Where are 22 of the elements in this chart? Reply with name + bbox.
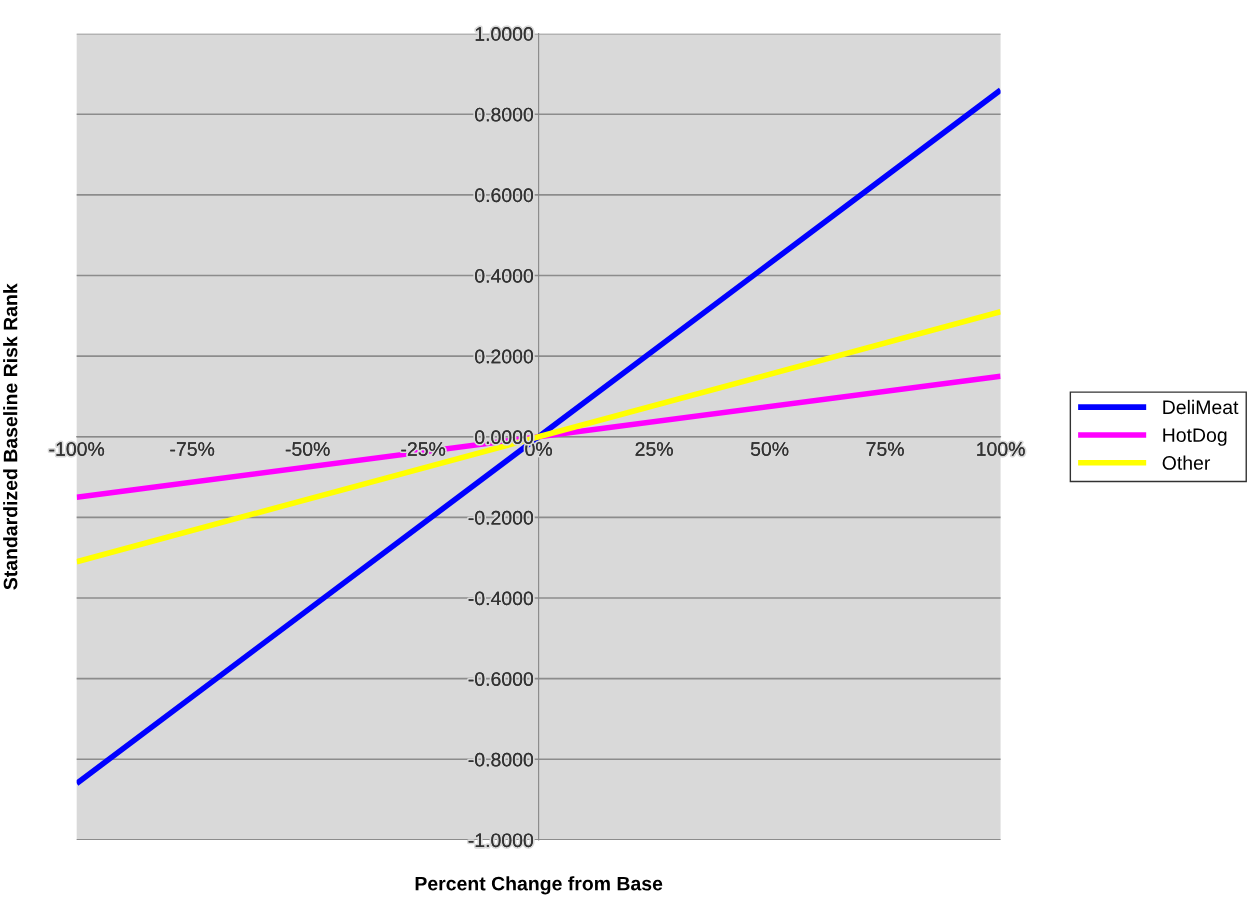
legend-label: Other (1162, 455, 1211, 470)
x-axis-title: Percent Change from Base (415, 876, 663, 895)
x-tick-label: 75% (866, 442, 904, 456)
x-tick-label: 100% (977, 442, 1025, 456)
y-tick-label: 0.8000 (475, 107, 534, 122)
x-tick-label: -50% (285, 442, 330, 456)
y-tick-label: -0.4000 (468, 591, 534, 606)
y-tick-label: 0.2000 (475, 349, 534, 364)
y-tick-label: -1.0000 (468, 833, 534, 848)
x-tick-label: -100% (49, 442, 105, 456)
x-tick-label: -75% (170, 442, 215, 456)
y-tick-label: 1.0000 (475, 27, 534, 41)
y-tick-label: -0.2000 (468, 510, 534, 525)
y-tick-label: 0.6000 (475, 188, 534, 203)
x-tick-label: 50% (750, 442, 789, 456)
legend-label: DeliMeat (1163, 399, 1239, 415)
y-tick-label: -0.6000 (468, 672, 534, 686)
x-tick-label: 25% (635, 442, 673, 456)
legend-label: HotDog (1163, 428, 1227, 446)
y-tick-label: -0.8000 (468, 752, 534, 767)
y-axis-title: Standardized Baseline Risk Rank (3, 283, 18, 590)
y-tick-label: 0.4000 (475, 268, 534, 283)
